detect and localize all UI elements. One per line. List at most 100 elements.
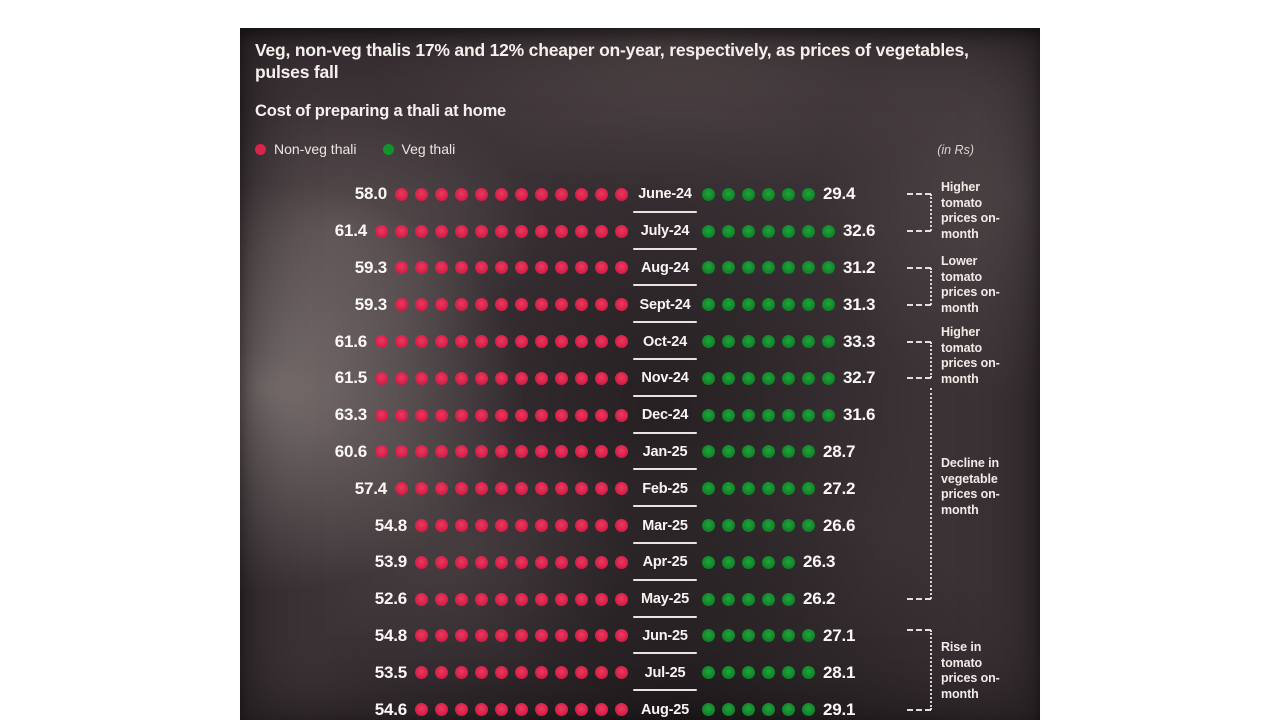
month-label: Jun-25 — [642, 627, 688, 644]
veg-dot-icon — [782, 592, 795, 606]
nonveg-dot-icon — [595, 703, 608, 717]
nonveg-value: 61.4 — [334, 221, 367, 241]
month-separator-line — [633, 210, 697, 213]
veg-dot-icon — [782, 445, 795, 459]
veg-value: 29.4 — [823, 184, 856, 204]
nonveg-dot-icon — [495, 482, 508, 496]
nonveg-dot-icon — [475, 298, 488, 312]
nonveg-dot-icon — [595, 592, 608, 606]
nonveg-dot-icon — [435, 371, 448, 385]
nonveg-dot-icon — [615, 666, 628, 680]
veg-dot-icon — [782, 298, 795, 312]
month-label: June-24 — [638, 186, 692, 203]
nonveg-dot-icon — [495, 408, 508, 422]
veg-value: 32.6 — [843, 221, 876, 241]
nonveg-dot-icon — [455, 371, 468, 385]
veg-dots — [702, 298, 835, 312]
nonveg-dot-icon — [535, 371, 548, 385]
nonveg-dot-icon — [615, 482, 628, 496]
nonveg-dot-icon — [615, 703, 628, 717]
nonveg-dot-icon — [495, 371, 508, 385]
nonveg-dot-icon — [415, 703, 428, 717]
nonveg-dot-icon — [415, 482, 428, 496]
nonveg-dots — [375, 224, 628, 238]
veg-dots — [702, 703, 815, 717]
nonveg-dot-icon — [555, 261, 568, 275]
veg-dot-icon — [722, 261, 735, 275]
veg-dot-icon — [742, 445, 755, 459]
veg-value: 27.2 — [823, 478, 856, 498]
veg-dot-icon — [822, 408, 835, 422]
veg-dot-icon — [762, 666, 775, 680]
nonveg-dot-icon — [475, 187, 488, 201]
nonveg-dots — [375, 408, 628, 422]
veg-dot-icon — [742, 703, 755, 717]
nonveg-dots — [395, 482, 628, 496]
thali-row: 53.5 Jul-25 28.1 — [240, 654, 1040, 692]
nonveg-dot-icon — [595, 666, 608, 680]
veg-dots — [702, 592, 795, 606]
thali-row: 53.9 Apr-25 26.3 — [240, 544, 1040, 581]
veg-value: 31.3 — [843, 294, 876, 314]
month-label: Apr-25 — [642, 554, 688, 571]
nonveg-dots — [375, 371, 628, 385]
nonveg-dot-icon — [535, 629, 548, 643]
month-separator-line — [633, 578, 697, 581]
month-label: Oct-24 — [643, 333, 687, 350]
veg-dot-icon — [722, 703, 735, 717]
month-separator-line — [633, 468, 697, 471]
veg-dot-icon — [742, 408, 755, 422]
veg-dot-icon — [762, 371, 775, 385]
nonveg-dot-icon — [615, 408, 628, 422]
nonveg-dot-icon — [555, 371, 568, 385]
nonveg-dot-icon — [615, 335, 628, 349]
veg-dot-icon — [742, 187, 755, 201]
nonveg-dot-icon — [555, 187, 568, 201]
thali-row: 63.3 Dec-24 31.6 — [240, 397, 1040, 434]
veg-bar-zone: 32.7 — [702, 368, 1040, 388]
nonveg-dot-icon — [375, 371, 388, 385]
veg-dot-icon — [782, 519, 795, 533]
veg-dot-icon — [702, 555, 715, 569]
nonveg-dots — [415, 592, 628, 606]
veg-dots — [702, 335, 835, 349]
veg-dots — [702, 666, 815, 680]
veg-dot-icon — [802, 445, 815, 459]
nonveg-dot-icon — [455, 666, 468, 680]
nonveg-dot-icon — [415, 445, 428, 459]
nonveg-dot-icon — [535, 592, 548, 606]
nonveg-dot-icon — [595, 629, 608, 643]
month-label: Jan-25 — [642, 443, 688, 460]
nonveg-dot-icon — [515, 187, 528, 201]
thali-row: 58.0 June-24 29.4 — [240, 176, 1040, 213]
veg-dot-icon — [802, 482, 815, 496]
thali-row: 54.8 Jun-25 27.1 — [240, 618, 1040, 655]
nonveg-dot-icon — [535, 482, 548, 496]
month-label: Sept-24 — [639, 296, 691, 313]
nonveg-dot-icon — [555, 629, 568, 643]
nonveg-dot-icon — [615, 371, 628, 385]
veg-dots — [702, 629, 815, 643]
thali-row: 59.3 Sept-24 31.3 — [240, 286, 1040, 324]
nonveg-dot-icon — [415, 298, 428, 312]
nonveg-value: 59.3 — [354, 257, 387, 277]
veg-dot-icon — [762, 703, 775, 717]
veg-dot-icon — [762, 187, 775, 201]
nonveg-dot-icon — [535, 335, 548, 349]
nonveg-dot-icon — [575, 519, 588, 533]
veg-dot-icon — [722, 408, 735, 422]
nonveg-dot-icon — [395, 224, 408, 238]
veg-dot-icon — [742, 224, 755, 238]
nonveg-dot-icon — [515, 298, 528, 312]
nonveg-bar-zone: 54.8 — [240, 516, 628, 536]
veg-dot-icon — [382, 143, 394, 155]
nonveg-dot-icon — [595, 555, 608, 569]
nonveg-dot-icon — [395, 445, 408, 459]
nonveg-bar-zone: 57.4 — [240, 479, 628, 499]
nonveg-dot-icon — [395, 408, 408, 422]
veg-dot-icon — [762, 629, 775, 643]
legend-label-veg: Veg thali — [401, 141, 456, 157]
nonveg-dot-icon — [395, 298, 408, 312]
nonveg-dot-icon — [575, 261, 588, 275]
nonveg-dot-icon — [435, 187, 448, 201]
